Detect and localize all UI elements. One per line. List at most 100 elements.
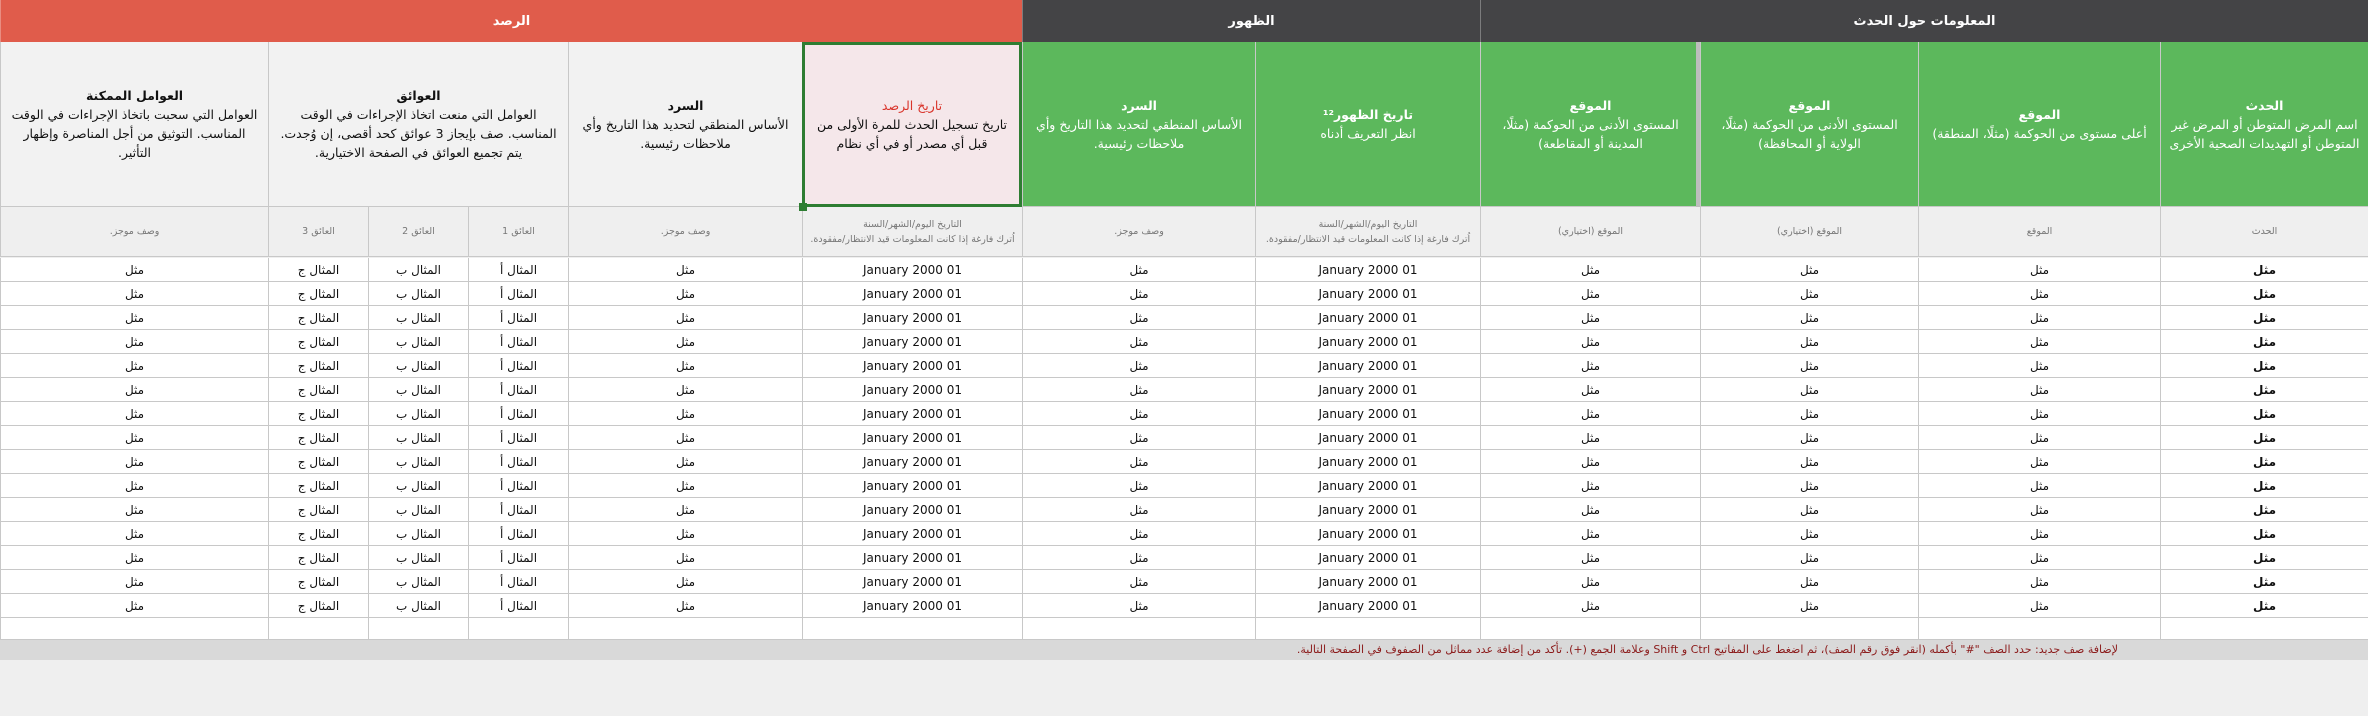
cell[interactable]: 01 January 2000 bbox=[1255, 354, 1480, 378]
cell[interactable]: المثال ج bbox=[268, 546, 368, 570]
cell[interactable]: مثل bbox=[1022, 474, 1255, 498]
cell[interactable]: المثال أ bbox=[468, 330, 568, 354]
cell[interactable]: مثل bbox=[2160, 522, 2368, 546]
cell[interactable]: مثل bbox=[568, 498, 802, 522]
cell[interactable]: المثال أ bbox=[468, 402, 568, 426]
cell[interactable]: المثال ج bbox=[268, 450, 368, 474]
cell[interactable]: مثل bbox=[1918, 426, 2160, 450]
cell[interactable]: المثال ج bbox=[268, 306, 368, 330]
cell[interactable]: مثل bbox=[2160, 498, 2368, 522]
cell[interactable]: مثل bbox=[0, 378, 268, 402]
cell[interactable]: مثل bbox=[1022, 258, 1255, 282]
cell[interactable]: مثل bbox=[1700, 594, 1918, 618]
cell[interactable]: مثل bbox=[1700, 426, 1918, 450]
cell[interactable]: المثال أ bbox=[468, 498, 568, 522]
cell[interactable]: المثال أ bbox=[468, 522, 568, 546]
cell[interactable]: مثل bbox=[1700, 330, 1918, 354]
cell[interactable]: 01 January 2000 bbox=[1255, 378, 1480, 402]
cell[interactable]: مثل bbox=[568, 570, 802, 594]
cell[interactable]: مثل bbox=[1918, 546, 2160, 570]
cell[interactable]: مثل bbox=[1918, 570, 2160, 594]
cell[interactable]: مثل bbox=[1480, 570, 1700, 594]
cell[interactable]: مثل bbox=[568, 426, 802, 450]
cell[interactable]: المثال أ bbox=[468, 354, 568, 378]
cell[interactable]: مثل bbox=[568, 474, 802, 498]
cell[interactable]: مثل bbox=[1022, 378, 1255, 402]
cell[interactable]: المثال ج bbox=[268, 498, 368, 522]
cell[interactable]: مثل bbox=[568, 378, 802, 402]
cell[interactable]: المثال ب bbox=[368, 306, 468, 330]
cell[interactable]: مثل bbox=[568, 354, 802, 378]
cell[interactable]: مثل bbox=[1700, 258, 1918, 282]
cell[interactable]: مثل bbox=[1480, 522, 1700, 546]
cell[interactable]: مثل bbox=[0, 450, 268, 474]
cell[interactable]: مثل bbox=[1022, 354, 1255, 378]
cell[interactable]: المثال ج bbox=[268, 330, 368, 354]
cell[interactable]: المثال ج bbox=[268, 594, 368, 618]
cell[interactable]: مثل bbox=[1480, 474, 1700, 498]
cell[interactable]: 01 January 2000 bbox=[802, 306, 1022, 330]
cell[interactable]: المثال ب bbox=[368, 426, 468, 450]
cell[interactable]: مثل bbox=[1022, 498, 1255, 522]
cell[interactable]: المثال أ bbox=[468, 258, 568, 282]
cell[interactable]: مثل bbox=[568, 330, 802, 354]
cell[interactable]: مثل bbox=[0, 402, 268, 426]
cell[interactable]: مثل bbox=[2160, 330, 2368, 354]
cell[interactable]: المثال ب bbox=[368, 546, 468, 570]
cell[interactable]: 01 January 2000 bbox=[1255, 258, 1480, 282]
cell[interactable]: مثل bbox=[0, 330, 268, 354]
cell[interactable]: 01 January 2000 bbox=[802, 378, 1022, 402]
cell[interactable]: مثل bbox=[2160, 570, 2368, 594]
cell[interactable]: مثل bbox=[568, 594, 802, 618]
cell[interactable]: مثل bbox=[1700, 354, 1918, 378]
cell[interactable]: المثال ب bbox=[368, 402, 468, 426]
cell[interactable]: مثل bbox=[0, 594, 268, 618]
cell[interactable]: المثال أ bbox=[468, 474, 568, 498]
cell[interactable]: مثل bbox=[1480, 330, 1700, 354]
cell[interactable]: 01 January 2000 bbox=[802, 330, 1022, 354]
cell[interactable]: 01 January 2000 bbox=[802, 522, 1022, 546]
cell[interactable]: مثل bbox=[2160, 426, 2368, 450]
cell[interactable]: المثال ب bbox=[368, 522, 468, 546]
cell[interactable]: المثال أ bbox=[468, 378, 568, 402]
cell[interactable]: 01 January 2000 bbox=[802, 570, 1022, 594]
cell[interactable]: مثل bbox=[1700, 450, 1918, 474]
cell[interactable]: مثل bbox=[1700, 378, 1918, 402]
cell[interactable]: مثل bbox=[0, 522, 268, 546]
cell[interactable]: مثل bbox=[1480, 402, 1700, 426]
cell[interactable]: مثل bbox=[1918, 282, 2160, 306]
cell[interactable]: المثال ج bbox=[268, 282, 368, 306]
cell[interactable]: مثل bbox=[1480, 306, 1700, 330]
cell[interactable]: 01 January 2000 bbox=[802, 474, 1022, 498]
cell[interactable]: مثل bbox=[568, 450, 802, 474]
cell[interactable]: مثل bbox=[1918, 258, 2160, 282]
cell[interactable]: 01 January 2000 bbox=[802, 498, 1022, 522]
cell[interactable]: مثل bbox=[0, 282, 268, 306]
cell[interactable]: مثل bbox=[1480, 594, 1700, 618]
cell[interactable]: مثل bbox=[1700, 282, 1918, 306]
empty-cell[interactable] bbox=[2160, 618, 2368, 640]
cell[interactable]: المثال ج bbox=[268, 522, 368, 546]
cell[interactable]: مثل bbox=[1022, 450, 1255, 474]
cell[interactable]: المثال ب bbox=[368, 474, 468, 498]
cell[interactable]: المثال أ bbox=[468, 570, 568, 594]
cell[interactable]: المثال ج bbox=[268, 570, 368, 594]
cell[interactable]: مثل bbox=[1022, 330, 1255, 354]
empty-cell[interactable] bbox=[1918, 618, 2160, 640]
cell[interactable]: 01 January 2000 bbox=[1255, 426, 1480, 450]
cell[interactable]: مثل bbox=[2160, 546, 2368, 570]
cell[interactable]: مثل bbox=[1918, 594, 2160, 618]
empty-cell[interactable] bbox=[0, 618, 268, 640]
cell[interactable]: المثال ج bbox=[268, 258, 368, 282]
cell[interactable]: المثال ب bbox=[368, 498, 468, 522]
cell[interactable]: المثال ج bbox=[268, 354, 368, 378]
cell[interactable]: 01 January 2000 bbox=[1255, 594, 1480, 618]
empty-cell[interactable] bbox=[368, 618, 468, 640]
cell[interactable]: مثل bbox=[568, 282, 802, 306]
cell[interactable]: المثال أ bbox=[468, 306, 568, 330]
cell[interactable]: مثل bbox=[1480, 498, 1700, 522]
cell[interactable]: مثل bbox=[2160, 402, 2368, 426]
cell[interactable]: 01 January 2000 bbox=[1255, 498, 1480, 522]
cell[interactable]: المثال ب bbox=[368, 594, 468, 618]
cell[interactable]: 01 January 2000 bbox=[1255, 306, 1480, 330]
